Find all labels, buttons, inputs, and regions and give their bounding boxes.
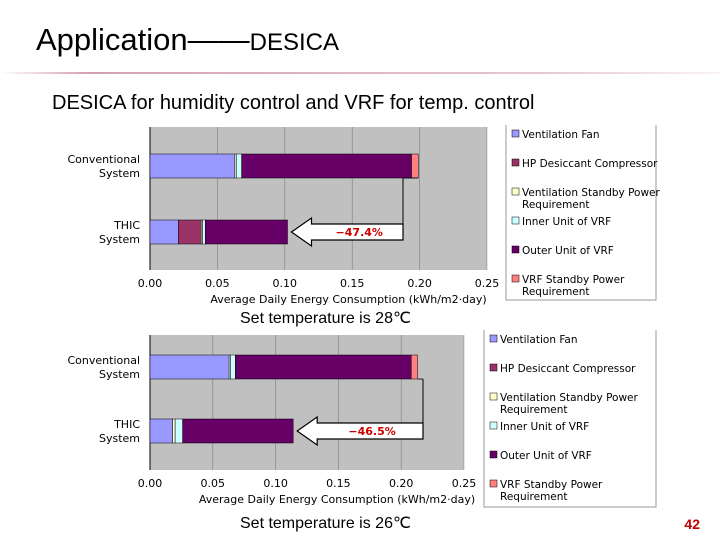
- x-tick-label: 0.05: [205, 277, 230, 290]
- bar-segment: [236, 153, 242, 179]
- category-label: System: [99, 233, 140, 246]
- chart-26c-caption: Set temperature is 26℃: [240, 515, 411, 532]
- legend-box: [483, 330, 657, 508]
- chart-28c-caption: Set temperature is 28℃: [240, 310, 411, 327]
- legend-label: Inner Unit of VRF: [522, 216, 611, 228]
- legend-label: Requirement: [500, 404, 568, 416]
- legend-label: HP Desiccant Compressor: [522, 158, 658, 170]
- plot-area: [150, 127, 487, 270]
- legend-label: Requirement: [522, 199, 590, 211]
- legend-label: Requirement: [522, 286, 590, 298]
- legend-label: Outer Unit of VRF: [522, 245, 614, 257]
- x-tick-label: 0.10: [263, 477, 288, 490]
- legend-swatch: [489, 450, 498, 459]
- legend-label: Inner Unit of VRF: [500, 421, 589, 433]
- legend-label: Requirement: [500, 491, 568, 503]
- bar-segment: [230, 354, 236, 380]
- legend-label: Ventilation Fan: [500, 334, 577, 346]
- title-main: Application——: [36, 22, 250, 57]
- legend-swatch: [511, 216, 520, 225]
- chart-28c: 0.00 0.05 0.10 0.15 0.20 0.25ConventionalSyst…: [50, 125, 661, 306]
- x-tick-label: 0.05: [201, 477, 226, 490]
- legend-label: Ventilation Standby Power: [500, 392, 639, 404]
- bar-segment: [202, 219, 206, 245]
- slide-subtitle: DESICA for humidity control and VRF for …: [52, 92, 535, 114]
- title-sub: DESICA: [249, 29, 340, 56]
- legend-swatch: [511, 274, 520, 283]
- bar-segment: [172, 418, 176, 444]
- bar-segment: [149, 354, 230, 380]
- title-divider: [0, 72, 720, 74]
- legend-label: Outer Unit of VRF: [500, 450, 592, 462]
- x-tick-label: 0.25: [452, 477, 477, 490]
- category-label: THIC: [113, 418, 140, 431]
- page-number: 42: [684, 516, 700, 532]
- legend-swatch: [511, 158, 520, 167]
- x-tick-label: 0.20: [389, 477, 414, 490]
- x-tick-label: 0.15: [326, 477, 351, 490]
- bar-segment: [178, 219, 202, 245]
- bar-segment: [149, 219, 179, 245]
- legend-swatch: [511, 245, 520, 254]
- reduction-label: −47.4%: [336, 226, 383, 239]
- legend-label: Ventilation Standby Power: [522, 187, 661, 199]
- legend-label: Ventilation Fan: [522, 129, 599, 141]
- x-tick-label: 0.00: [138, 477, 163, 490]
- legend-swatch: [489, 479, 498, 488]
- chart-26c: 0.00 0.05 0.10 0.15 0.20 0.25ConventionalSyst…: [50, 330, 657, 508]
- legend-swatch: [489, 421, 498, 430]
- arrow-shape: [296, 415, 424, 447]
- legend-label: HP Desiccant Compressor: [500, 363, 636, 375]
- legend-box: [505, 125, 657, 301]
- category-label: System: [99, 432, 140, 445]
- x-axis-label: Average Daily Energy Consumption (kWh/m2…: [210, 293, 486, 306]
- bar-segment: [235, 354, 412, 380]
- category-label: Conventional: [68, 354, 141, 367]
- bar-segment: [174, 418, 183, 444]
- legend-label: VRF Standby Power: [522, 274, 625, 286]
- arrow-shape: [290, 216, 404, 248]
- bar-segment: [149, 153, 236, 179]
- x-tick-label: 0.10: [273, 277, 298, 290]
- reduction-label: −46.5%: [348, 425, 395, 438]
- bar-segment: [241, 153, 412, 179]
- x-axis-label: Average Daily Energy Consumption (kWh/m2…: [199, 493, 475, 506]
- x-tick-label: 0.00: [138, 277, 163, 290]
- slide-title: Application——DESICA: [36, 22, 339, 58]
- reduction-arrow: −46.5%: [296, 415, 424, 447]
- legend: Ventilation Fan HP Desiccant Compressor Ve…: [483, 330, 657, 508]
- legend-swatch: [489, 334, 498, 343]
- bar-segment: [205, 219, 288, 245]
- category-label: System: [99, 167, 140, 180]
- x-tick-label: 0.20: [407, 277, 432, 290]
- category-label: System: [99, 368, 140, 381]
- legend-swatch: [489, 363, 498, 372]
- x-tick-label: 0.15: [340, 277, 365, 290]
- category-label: Conventional: [68, 153, 141, 166]
- bar-segment: [149, 418, 173, 444]
- legend-swatch: [511, 129, 520, 138]
- legend: Ventilation Fan HP Desiccant Compressor Ve…: [505, 125, 661, 301]
- bar-segment: [411, 153, 419, 179]
- legend-swatch: [511, 187, 520, 196]
- bar-segment: [182, 418, 294, 444]
- legend-label: VRF Standby Power: [500, 479, 603, 491]
- x-tick-label: 0.25: [475, 277, 500, 290]
- bar-segment: [410, 354, 418, 380]
- reduction-arrow: −47.4%: [290, 216, 404, 248]
- legend-swatch: [489, 392, 498, 401]
- category-label: THIC: [113, 219, 140, 232]
